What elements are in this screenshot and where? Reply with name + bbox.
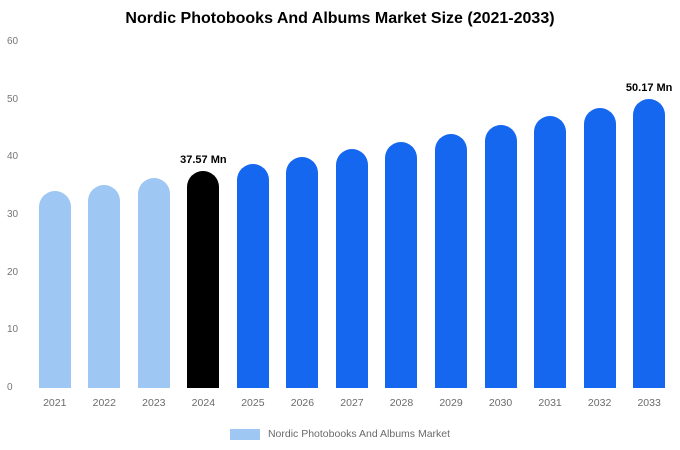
bar-column-2033: 50.17 Mn — [624, 42, 674, 388]
bar-column-2027 — [327, 42, 377, 388]
bar-2031 — [534, 116, 567, 388]
y-tick-50: 50 — [7, 93, 19, 105]
y-tick-20: 20 — [7, 266, 19, 278]
x-label-2029: 2029 — [439, 397, 463, 409]
y-tick-60: 60 — [7, 36, 19, 47]
bar-2032 — [583, 107, 616, 388]
y-tick-40: 40 — [7, 151, 19, 163]
value-label-2024: 37.57 Mn — [180, 154, 227, 167]
chart-title: Nordic Photobooks And Albums Market Size… — [125, 10, 555, 27]
bar-2029 — [435, 133, 468, 388]
bar-2026 — [286, 156, 319, 388]
x-label-2022: 2022 — [92, 397, 116, 409]
x-label-2032: 2032 — [587, 397, 612, 409]
bar-2030 — [484, 125, 517, 388]
bar-column-2025 — [228, 42, 278, 388]
bar-column-2026 — [278, 42, 328, 388]
y-tick-30: 30 — [7, 209, 19, 220]
legend-swatch — [229, 428, 260, 440]
x-label-2027: 2027 — [340, 397, 364, 409]
bar-2023 — [137, 178, 170, 388]
bar-2027 — [335, 149, 368, 388]
value-label-2033: 50.17 Mn — [625, 81, 673, 94]
bar-column-2029 — [426, 42, 476, 388]
bar-2033 — [633, 98, 666, 388]
bar-2022 — [88, 185, 121, 388]
x-label-2021: 2021 — [43, 397, 67, 409]
x-label-2028: 2028 — [389, 397, 414, 409]
bar-column-2022 — [80, 42, 130, 388]
x-label-2033: 2033 — [637, 397, 661, 409]
y-tick-0: 0 — [7, 382, 13, 393]
bar-column-2030 — [476, 42, 526, 388]
bar-2024 — [187, 171, 220, 388]
x-axis: 2021 2022 2023 2024 2025 2026 2027 2028 2029 2030… — [30, 397, 674, 409]
legend-label: Nordic Photobooks And Albums Market — [267, 428, 451, 440]
x-label-2026: 2026 — [290, 397, 315, 409]
bar-column-2028 — [377, 42, 427, 388]
bar-column-2024: 37.57 Mn — [179, 42, 229, 388]
x-label-2023: 2023 — [142, 397, 166, 409]
legend: Nordic Photobooks And Albums Market — [0, 428, 680, 440]
x-label-2025: 2025 — [241, 397, 265, 409]
bar-plot-area: 37.57 Mn 50.17 Mn — [30, 42, 674, 388]
bar-column-2021 — [30, 42, 80, 388]
bar-column-2031 — [525, 42, 575, 388]
y-axis: 0 10 20 30 40 50 60 — [0, 0, 26, 450]
bar-column-2032 — [575, 42, 625, 388]
x-label-2031: 2031 — [538, 397, 562, 409]
bar-2021 — [38, 191, 71, 388]
bar-column-2023 — [129, 42, 179, 388]
x-label-2030: 2030 — [488, 397, 513, 409]
x-label-2024: 2024 — [191, 397, 216, 409]
y-tick-10: 10 — [7, 324, 19, 336]
bar-2028 — [385, 141, 418, 388]
bar-2025 — [236, 164, 269, 388]
